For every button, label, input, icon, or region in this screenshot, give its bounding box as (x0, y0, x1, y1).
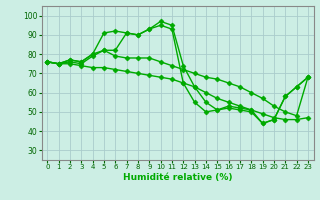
X-axis label: Humidité relative (%): Humidité relative (%) (123, 173, 232, 182)
